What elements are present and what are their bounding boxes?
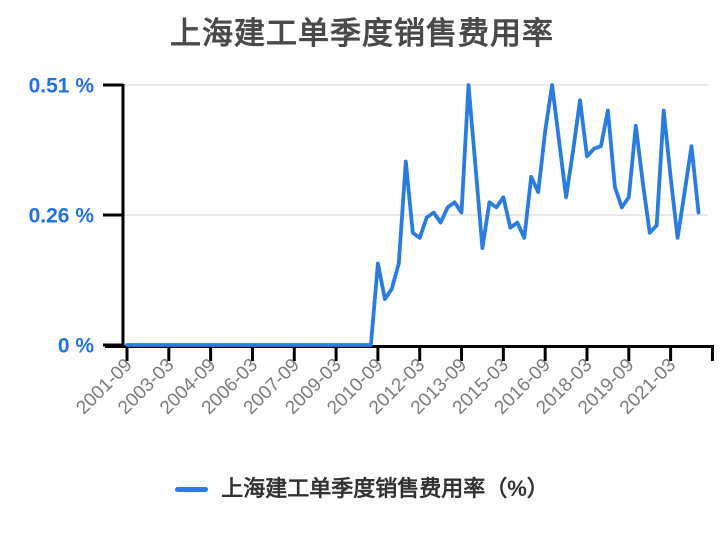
legend-series-label: 上海建工单季度销售费用率（%） [221,476,549,501]
series-line [125,83,701,347]
y-tick-label: 0 % [58,335,95,358]
y-tick-label: 0.51 % [29,75,95,98]
line-chart-svg: 0 %0.26 %0.51 %2001-092003-032004-092006… [29,75,714,419]
chart-title: 上海建工单季度销售费用率 [170,16,554,51]
legend: 上海建工单季度销售费用率（%） [0,473,724,505]
y-tick-label: 0.26 % [29,205,95,228]
legend-line-swatch [175,486,209,492]
